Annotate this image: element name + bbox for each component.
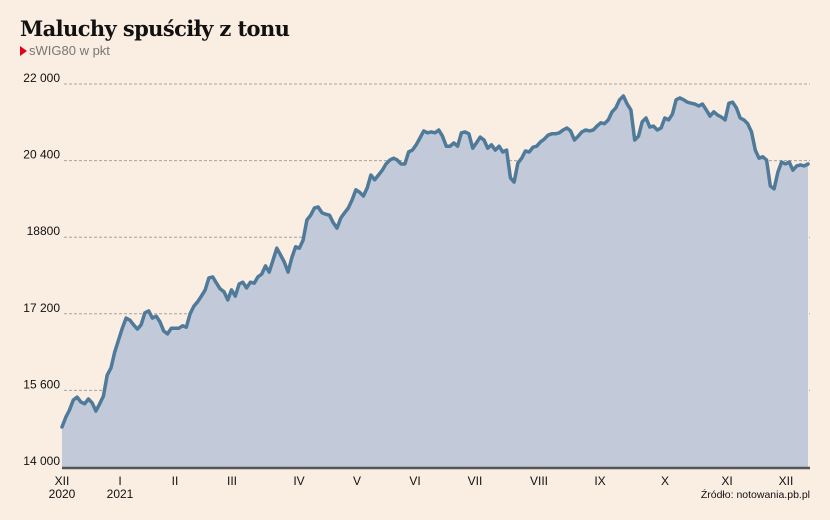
x-tick-label: III: [227, 474, 237, 488]
x-tick-label: VIII: [530, 474, 548, 488]
x-tick-label: IX: [594, 474, 605, 488]
x-tick-label: I: [118, 474, 121, 488]
triangle-marker-icon: [20, 46, 27, 56]
y-tick-label: 17 200: [23, 301, 60, 315]
y-tick-label: 22 000: [23, 71, 60, 85]
x-tick-label: VI: [409, 474, 420, 488]
x-tick-year-label: 2020: [49, 487, 76, 501]
chart-subtitle: sWIG80 w pkt: [20, 43, 110, 58]
x-tick-label: XII: [779, 474, 794, 488]
source-note: Źródło: notowania.pb.pl: [700, 489, 810, 501]
x-tick-label: V: [353, 474, 361, 488]
y-tick-label: 14 000: [23, 454, 60, 468]
x-tick-label: XII: [55, 474, 70, 488]
x-tick-year-label: 2021: [107, 487, 134, 501]
x-tick-label: IV: [293, 474, 304, 488]
y-tick-label: 20 400: [23, 148, 60, 162]
series-area: [62, 96, 808, 467]
x-tick-label: VII: [468, 474, 483, 488]
series-line: [60, 94, 810, 429]
x-tick-label: X: [661, 474, 669, 488]
y-tick-label: 18800: [27, 224, 61, 238]
chart-title: Maluchy spuściły z tonu: [20, 16, 290, 41]
x-tick-label: II: [172, 474, 179, 488]
subtitle-text: sWIG80 w pkt: [29, 43, 110, 58]
y-tick-label: 15 600: [23, 377, 60, 391]
x-tick-label: XI: [721, 474, 732, 488]
